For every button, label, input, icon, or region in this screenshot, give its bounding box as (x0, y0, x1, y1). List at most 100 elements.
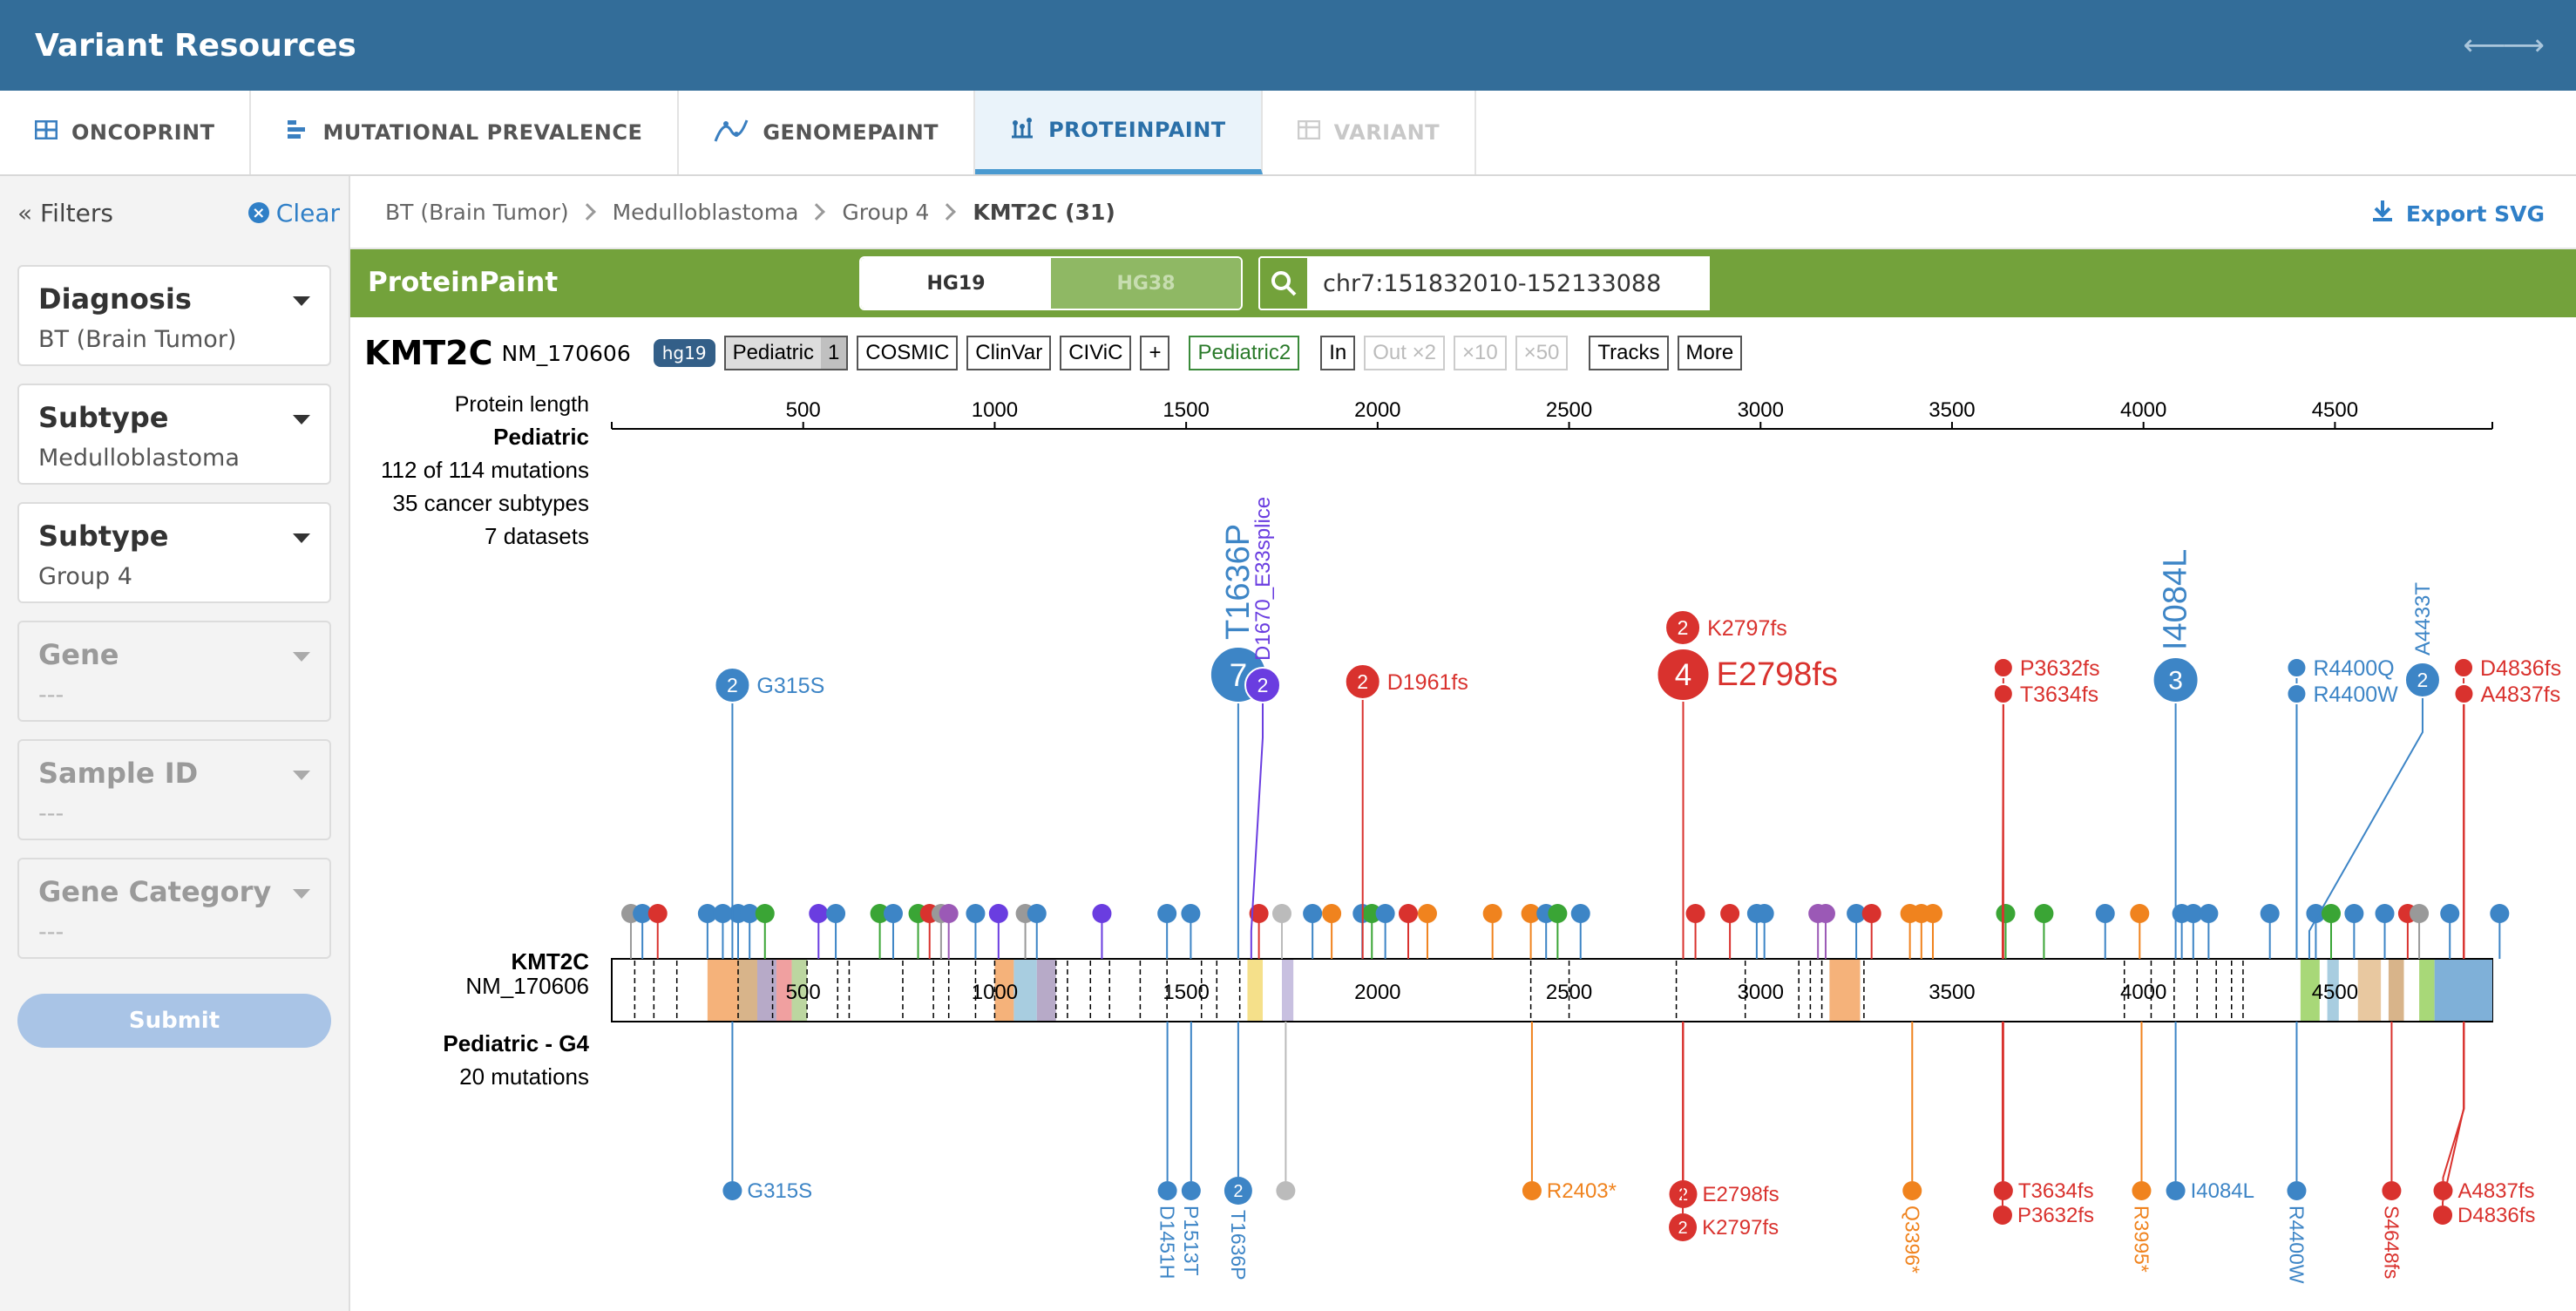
protein-lollipop-plot: Protein length Pediatric 112 of 114 muta… (381, 392, 2561, 1284)
mutation-lollipop (2152, 656, 2200, 703)
add-track-button[interactable]: + (1140, 336, 1170, 370)
filter-diagnosis[interactable]: Diagnosis BT (Brain Tumor) (17, 265, 331, 366)
mutation-label: E2798fs (1717, 656, 1838, 693)
filter-label: Diagnosis (38, 282, 192, 316)
tab-mutational-prevalence[interactable]: MUTATIONAL PREVALENCE (251, 91, 680, 174)
protein-bar-tick-label: 1500 (1163, 981, 1209, 1004)
hg19-button[interactable]: HG19 (861, 258, 1051, 309)
mutation-dot (1181, 904, 1201, 923)
zoom-50-button[interactable]: ×50 (1515, 336, 1569, 370)
mutation-label: T1636P (1220, 524, 1257, 640)
tracks-button[interactable]: Tracks (1589, 336, 1669, 370)
coordinate-input[interactable] (1309, 256, 1710, 310)
zoom-in-button[interactable]: In (1320, 336, 1356, 370)
mutation-dot (1398, 904, 1418, 923)
pediatric2-track-button[interactable]: Pediatric2 (1189, 336, 1300, 370)
filter-sample-id[interactable]: Sample ID --- (17, 739, 331, 840)
mutation-label: D4836fs (2457, 1204, 2535, 1227)
mutation-lollipop (2287, 1181, 2307, 1200)
protein-domain (776, 960, 792, 1021)
filters-title: Filters (40, 198, 113, 228)
mutation-label: D1670_E33splice (1251, 497, 1275, 661)
mutation-label: D4836fs (2480, 656, 2561, 681)
hg38-button[interactable]: HG38 (1051, 258, 1241, 309)
coordinate-search (1258, 256, 1710, 310)
protein-domain (994, 960, 1014, 1021)
mutation-dot (1482, 904, 1502, 923)
bar-list-icon (286, 119, 308, 147)
chevron-right-icon (939, 203, 957, 221)
filter-label: Subtype (38, 520, 169, 553)
breadcrumb: BT (Brain Tumor) Medulloblastoma Group 4… (350, 176, 2576, 249)
mutation-label: P1513T (1180, 1206, 1203, 1276)
mutation-label: A4837fs (2457, 1179, 2534, 1203)
breadcrumb-item[interactable]: BT (Brain Tumor) (385, 199, 569, 225)
mutation-dot (1754, 904, 1774, 923)
filter-subtype-1[interactable]: Subtype Medulloblastoma (17, 384, 331, 485)
protein-bar (611, 958, 2493, 1022)
protein-domain (791, 960, 808, 1021)
double-chevron-left-icon: « (17, 198, 33, 228)
mutation-lollipop (2132, 1181, 2152, 1200)
submit-button[interactable]: Submit (17, 994, 331, 1048)
cosmic-track-button[interactable]: COSMIC (857, 336, 959, 370)
collapse-filters-toggle[interactable]: « Filters (17, 199, 113, 228)
mutation-lollipop (1224, 1177, 1252, 1205)
mutation-count: 7 (1230, 657, 1248, 693)
clinvar-track-button[interactable]: ClinVar (966, 336, 1052, 370)
pediatric-track-button[interactable]: Pediatric 1 (723, 336, 849, 370)
filter-gene-category[interactable]: Gene Category --- (17, 858, 331, 959)
mutation-lollipop (2166, 1181, 2186, 1200)
mutation-label: K2797fs (1702, 1216, 1779, 1240)
mutation-dot (870, 904, 890, 923)
filters-header: « Filters × Clear (0, 176, 349, 249)
gene-row-isoform: NM_170606 (465, 973, 589, 999)
breadcrumb-item[interactable]: Group 4 (842, 199, 930, 225)
expand-horizontal-icon[interactable]: ⟵⟶ (2463, 29, 2545, 62)
mutation-dot (647, 904, 668, 923)
search-icon[interactable] (1258, 256, 1309, 310)
protein-domain (2388, 960, 2404, 1021)
mutation-dot (1521, 904, 1541, 923)
zoom-out-button[interactable]: Out ×2 (1364, 336, 1445, 370)
mutation-lollipop (2286, 683, 2308, 704)
mutation-label: P3632fs (2017, 1204, 2094, 1227)
mutation-dot (809, 904, 829, 923)
protein-bar-tick-label: 500 (786, 981, 821, 1004)
mutation-dot (1322, 904, 1342, 923)
mutation-dot (826, 904, 846, 923)
axis-tick-label: 4000 (2120, 398, 2166, 422)
mutation-lollipop (2286, 657, 2308, 678)
tab-genomepaint[interactable]: GENOMEPAINT (679, 91, 976, 174)
mutation-dot (713, 904, 733, 923)
filter-gene[interactable]: Gene --- (17, 621, 331, 722)
caret-down-icon (293, 296, 310, 306)
filter-label: Subtype (38, 401, 169, 434)
filters-sidebar: « Filters × Clear Diagnosis BT (Brain Tu… (0, 176, 350, 1311)
caret-down-icon (293, 533, 310, 543)
civic-track-button[interactable]: CIViC (1060, 336, 1132, 370)
breadcrumb-item[interactable]: Medulloblastoma (612, 199, 799, 225)
more-button[interactable]: More (1677, 336, 1743, 370)
gene-isoform: NM_170606 (501, 340, 631, 366)
protein-domain (1247, 960, 1264, 1021)
clear-button[interactable]: × Clear (247, 199, 340, 228)
axis-tick-label: 1000 (972, 398, 1018, 422)
mutation-lollipop (722, 1181, 742, 1200)
protein-bar-tick-label: 2000 (1354, 981, 1400, 1004)
zoom-10-button[interactable]: ×10 (1453, 336, 1507, 370)
axis-tick-label: 2000 (1354, 398, 1400, 422)
mutation-lollipop (1344, 663, 1381, 700)
filter-subtype-2[interactable]: Subtype Group 4 (17, 502, 331, 603)
tab-label: GENOMEPAINT (763, 120, 939, 145)
mutation-dot (2260, 904, 2280, 923)
mutation-lollipop (2382, 1181, 2402, 1200)
mutation-dot (1249, 904, 1269, 923)
tab-proteinpaint[interactable]: PROTEINPAINT (975, 91, 1263, 174)
tab-oncoprint[interactable]: ONCOPRINT (0, 91, 252, 174)
mutation-label: D1451H (1156, 1206, 1179, 1279)
export-svg-button[interactable]: Export SVG (2371, 199, 2545, 229)
mutation-label: R2403* (1547, 1179, 1617, 1203)
mutation-lollipop (2453, 683, 2475, 704)
protein-bar-tick-label: 3500 (1929, 981, 1975, 1004)
